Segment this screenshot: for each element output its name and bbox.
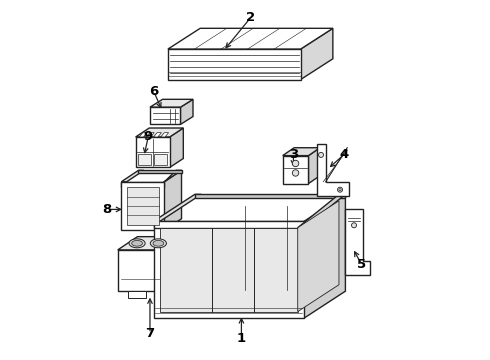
Polygon shape — [154, 154, 167, 165]
Circle shape — [351, 223, 357, 228]
Polygon shape — [153, 194, 201, 221]
Polygon shape — [150, 99, 193, 107]
Polygon shape — [170, 128, 183, 167]
Text: 2: 2 — [246, 12, 255, 24]
Polygon shape — [122, 170, 144, 182]
Polygon shape — [159, 170, 181, 187]
Ellipse shape — [129, 239, 145, 248]
Circle shape — [339, 189, 341, 191]
Polygon shape — [118, 237, 190, 250]
Text: 7: 7 — [146, 327, 154, 340]
Polygon shape — [139, 154, 151, 165]
Polygon shape — [161, 133, 169, 137]
Polygon shape — [168, 49, 300, 80]
Polygon shape — [309, 148, 320, 184]
Text: 9: 9 — [144, 130, 153, 144]
Polygon shape — [122, 182, 164, 230]
Text: 3: 3 — [289, 148, 298, 161]
Polygon shape — [304, 194, 345, 318]
Polygon shape — [122, 182, 164, 187]
Polygon shape — [118, 250, 170, 291]
Ellipse shape — [153, 240, 164, 246]
Polygon shape — [300, 28, 333, 80]
Polygon shape — [136, 137, 170, 167]
Polygon shape — [170, 237, 190, 291]
Polygon shape — [298, 194, 345, 228]
Polygon shape — [150, 107, 180, 125]
Polygon shape — [283, 156, 309, 184]
Circle shape — [293, 160, 299, 167]
Circle shape — [318, 152, 323, 157]
Text: 8: 8 — [102, 203, 112, 216]
Text: 5: 5 — [357, 258, 366, 271]
Circle shape — [293, 170, 299, 176]
Ellipse shape — [132, 240, 143, 246]
Polygon shape — [147, 133, 154, 137]
Polygon shape — [195, 194, 345, 198]
Polygon shape — [153, 221, 304, 318]
Polygon shape — [153, 133, 161, 137]
Polygon shape — [126, 187, 159, 225]
Polygon shape — [128, 291, 147, 298]
Polygon shape — [345, 209, 370, 275]
Text: 6: 6 — [149, 85, 158, 98]
Polygon shape — [317, 144, 349, 196]
Circle shape — [338, 187, 343, 192]
Polygon shape — [164, 170, 181, 230]
Polygon shape — [283, 148, 320, 156]
Polygon shape — [160, 228, 298, 312]
Polygon shape — [139, 133, 147, 137]
Polygon shape — [139, 170, 181, 173]
Polygon shape — [153, 221, 304, 228]
Polygon shape — [136, 128, 183, 137]
Polygon shape — [168, 28, 333, 49]
Polygon shape — [180, 99, 193, 125]
Ellipse shape — [150, 239, 167, 248]
Text: 4: 4 — [339, 148, 348, 161]
Text: 1: 1 — [237, 332, 246, 345]
Polygon shape — [298, 201, 339, 312]
